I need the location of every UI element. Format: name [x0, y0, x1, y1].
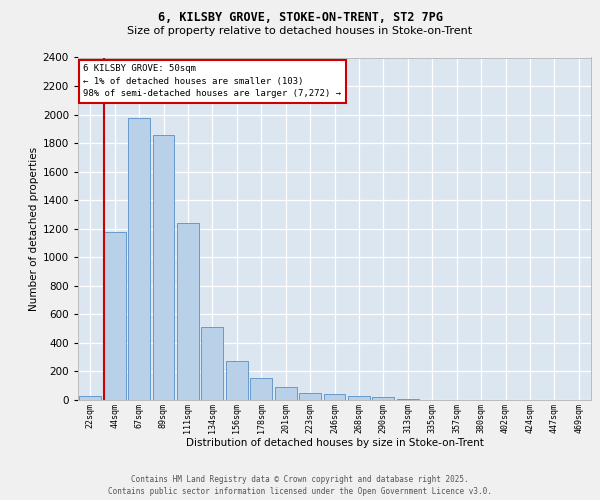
- Bar: [397, 398, 419, 400]
- Bar: [152, 136, 175, 400]
- Bar: [104, 232, 125, 400]
- Y-axis label: Number of detached properties: Number of detached properties: [29, 146, 38, 311]
- Text: Contains HM Land Registry data © Crown copyright and database right 2025.
Contai: Contains HM Land Registry data © Crown c…: [108, 475, 492, 496]
- Bar: [323, 394, 346, 400]
- Text: 6 KILSBY GROVE: 50sqm
← 1% of detached houses are smaller (103)
98% of semi-deta: 6 KILSBY GROVE: 50sqm ← 1% of detached h…: [83, 64, 341, 98]
- Bar: [275, 387, 296, 400]
- Text: Size of property relative to detached houses in Stoke-on-Trent: Size of property relative to detached ho…: [127, 26, 473, 36]
- Bar: [226, 361, 248, 400]
- Bar: [348, 396, 370, 400]
- X-axis label: Distribution of detached houses by size in Stoke-on-Trent: Distribution of detached houses by size …: [185, 438, 484, 448]
- Bar: [250, 378, 272, 400]
- Bar: [177, 223, 199, 400]
- Bar: [202, 326, 223, 400]
- Bar: [299, 393, 321, 400]
- Bar: [128, 118, 150, 400]
- Bar: [373, 397, 394, 400]
- Bar: [79, 396, 101, 400]
- Text: 6, KILSBY GROVE, STOKE-ON-TRENT, ST2 7PG: 6, KILSBY GROVE, STOKE-ON-TRENT, ST2 7PG: [157, 11, 443, 24]
